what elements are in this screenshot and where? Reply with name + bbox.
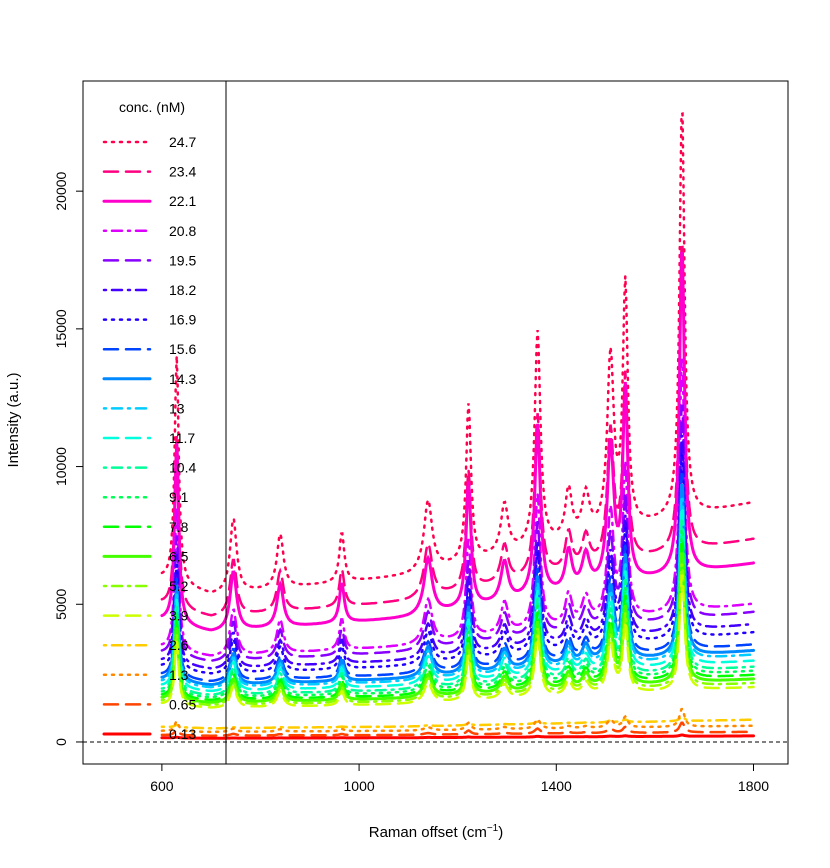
series-line: [160, 527, 755, 699]
x-axis: 600 1000 1400 1800: [150, 764, 769, 794]
series-line: [160, 451, 755, 675]
series-line: [160, 715, 755, 730]
series-line: [160, 434, 755, 670]
y-tick-label: 5000: [53, 588, 69, 619]
legend-label: 18.2: [169, 282, 196, 298]
series-layer: [160, 112, 755, 740]
x-tick-label: 1000: [344, 778, 375, 794]
legend-label: 14.3: [169, 371, 196, 387]
legend-label: 16.9: [169, 312, 196, 328]
series-line: [160, 552, 755, 704]
series-line: [160, 404, 755, 662]
series-line: [160, 245, 755, 617]
legend-label: 11.7: [169, 430, 195, 446]
series-line: [160, 251, 755, 632]
legend-label: 3.9: [169, 608, 189, 624]
series-line: [160, 721, 755, 737]
legend-label: 9.1: [169, 489, 189, 505]
series-line: [160, 574, 755, 709]
y-tick-label: 0: [53, 738, 69, 746]
legend-label: 0.65: [169, 696, 196, 712]
legend-title: conc. (nM): [119, 99, 185, 115]
series-line: [160, 473, 755, 683]
x-tick-label: 1800: [738, 778, 769, 794]
series-line: [160, 506, 755, 693]
legend-label: 1.3: [169, 667, 189, 683]
series-line: [160, 563, 755, 707]
y-tick-label: 15000: [53, 309, 69, 348]
legend-label: 5.2: [169, 578, 189, 594]
series-line: [160, 112, 755, 594]
legend-label: 23.4: [169, 164, 196, 180]
y-axis: 0 5000 10000 15000 20000: [53, 171, 83, 746]
legend-label: 24.7: [169, 134, 196, 150]
x-tick-label: 1400: [541, 778, 572, 794]
x-axis-label: Raman offset (cm−1): [369, 823, 504, 841]
legend-label: 6.5: [169, 548, 189, 564]
x-tick-label: 600: [150, 778, 174, 794]
legend-label: 15.6: [169, 341, 196, 357]
y-tick-label: 10000: [53, 447, 69, 486]
series-line: [160, 495, 755, 689]
series-line: [160, 538, 755, 702]
legend-label: 19.5: [169, 252, 196, 268]
series-line: [160, 733, 755, 740]
legend-label: 22.1: [169, 193, 196, 209]
legend-label: 0.13: [169, 726, 196, 742]
series-line: [160, 484, 755, 687]
y-tick-label: 20000: [53, 171, 69, 210]
series-line: [160, 517, 755, 696]
legend: conc. (nM) 24.7 23.4 22.1 20.8 19.5 18.2 16.9 1…: [102, 99, 196, 742]
legend-label: 2.6: [169, 637, 189, 653]
legend-label: 20.8: [169, 223, 196, 239]
legend-label: 13: [169, 400, 185, 416]
legend-label: 7.8: [169, 519, 189, 535]
legend-label: 10.4: [169, 460, 196, 476]
plot-frame: [82, 80, 789, 765]
y-axis-label: Intensity (a.u.): [5, 372, 22, 467]
series-line: [160, 358, 755, 657]
